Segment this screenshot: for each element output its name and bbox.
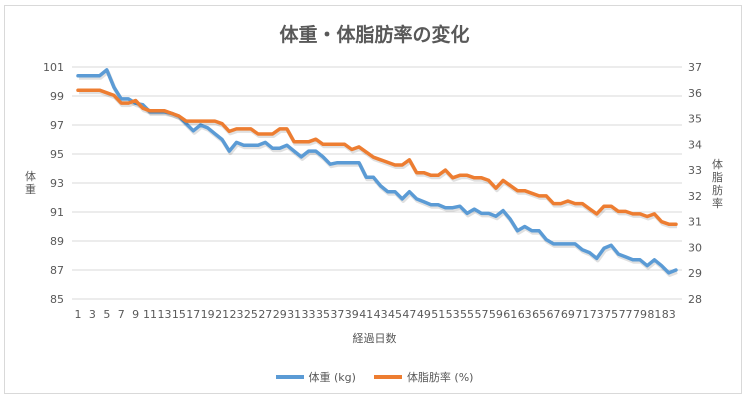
x-tick-label: 47 bbox=[402, 308, 416, 321]
chart-title: 体重・体脂肪率の変化 bbox=[279, 24, 470, 46]
y-tick-label-left: 101 bbox=[43, 61, 64, 74]
x-tick-label: 19 bbox=[201, 308, 215, 321]
legend-label-bodyfat: 体脂肪率 (%) bbox=[406, 371, 474, 384]
y-axis-title-right: 体脂肪率 bbox=[712, 158, 723, 210]
y-tick-label-left: 93 bbox=[50, 177, 64, 190]
y-tick-label-right: 34 bbox=[688, 138, 702, 151]
x-tick-label: 65 bbox=[532, 308, 546, 321]
x-tick-label: 35 bbox=[316, 308, 330, 321]
x-tick-label: 39 bbox=[345, 308, 359, 321]
x-tick-label: 73 bbox=[590, 308, 604, 321]
x-tick-label: 51 bbox=[431, 308, 445, 321]
y-tick-label-right: 37 bbox=[688, 61, 702, 74]
y-tick-label-left: 85 bbox=[50, 293, 64, 306]
x-tick-label: 59 bbox=[489, 308, 503, 321]
legend-label-weight: 体重 (kg) bbox=[308, 371, 356, 384]
x-tick-label: 27 bbox=[258, 308, 272, 321]
series-shadow bbox=[79, 69, 678, 277]
x-tick-label: 7 bbox=[118, 308, 125, 321]
x-tick-label: 63 bbox=[518, 308, 532, 321]
y-tick-label-left: 87 bbox=[50, 264, 64, 277]
x-tick-label: 17 bbox=[186, 308, 200, 321]
x-tick-label: 57 bbox=[474, 308, 488, 321]
x-tick-label: 75 bbox=[604, 308, 618, 321]
x-tick-label: 13 bbox=[157, 308, 171, 321]
x-tick-label: 43 bbox=[374, 308, 388, 321]
y-tick-label-right: 36 bbox=[688, 87, 702, 100]
x-axis-title: 経過日数 bbox=[352, 332, 397, 345]
x-tick-label: 25 bbox=[244, 308, 258, 321]
y-tick-label-left: 97 bbox=[50, 119, 64, 132]
x-tick-label: 45 bbox=[388, 308, 402, 321]
legend: 体重 (kg) 体脂肪率 (%) bbox=[0, 369, 749, 385]
x-tick-label: 11 bbox=[143, 308, 157, 321]
x-tick-label: 31 bbox=[287, 308, 301, 321]
y-tick-label-right: 31 bbox=[688, 216, 702, 229]
x-tick-label: 37 bbox=[330, 308, 344, 321]
x-tick-label: 15 bbox=[172, 308, 186, 321]
x-tick-label: 49 bbox=[417, 308, 431, 321]
x-tick-label: 33 bbox=[302, 308, 316, 321]
x-tick-label: 41 bbox=[359, 308, 373, 321]
x-tick-label: 83 bbox=[662, 308, 676, 321]
x-tick-label: 67 bbox=[547, 308, 561, 321]
y-tick-label-right: 33 bbox=[688, 164, 702, 177]
y-tick-label-right: 29 bbox=[688, 267, 702, 280]
y-tick-label-left: 89 bbox=[50, 235, 64, 248]
y-tick-label-left: 99 bbox=[50, 90, 64, 103]
series-line-bodyfat bbox=[76, 88, 678, 226]
x-tick-label: 79 bbox=[633, 308, 647, 321]
x-tick-label: 21 bbox=[215, 308, 229, 321]
series-line-weight bbox=[76, 68, 678, 275]
x-tick-label: 5 bbox=[103, 308, 110, 321]
y-tick-label-left: 95 bbox=[50, 148, 64, 161]
x-tick-label: 69 bbox=[561, 308, 575, 321]
y-tick-label-right: 28 bbox=[688, 293, 702, 306]
y-tick-label-right: 32 bbox=[688, 190, 702, 203]
x-tick-label: 3 bbox=[89, 308, 96, 321]
y-tick-label-right: 35 bbox=[688, 113, 702, 126]
legend-swatch-bodyfat bbox=[373, 375, 402, 379]
x-tick-label: 9 bbox=[132, 308, 139, 321]
x-tick-label: 77 bbox=[619, 308, 633, 321]
y-tick-label-left: 91 bbox=[50, 206, 64, 219]
chart-area bbox=[4, 5, 742, 394]
x-tick-label: 55 bbox=[460, 308, 474, 321]
legend-item-bodyfat[interactable]: 体脂肪率 (%) bbox=[373, 369, 474, 385]
x-tick-label: 61 bbox=[503, 308, 517, 321]
x-tick-label: 1 bbox=[75, 308, 82, 321]
y-axis-title-left: 体重 bbox=[25, 170, 36, 196]
y-tick-label-right: 30 bbox=[688, 241, 702, 254]
legend-item-weight[interactable]: 体重 (kg) bbox=[275, 369, 356, 385]
x-tick-label: 23 bbox=[230, 308, 244, 321]
x-tick-label: 71 bbox=[575, 308, 589, 321]
legend-swatch-weight bbox=[275, 375, 304, 379]
x-tick-label: 53 bbox=[446, 308, 460, 321]
x-tick-label: 29 bbox=[273, 308, 287, 321]
x-tick-label: 81 bbox=[647, 308, 661, 321]
